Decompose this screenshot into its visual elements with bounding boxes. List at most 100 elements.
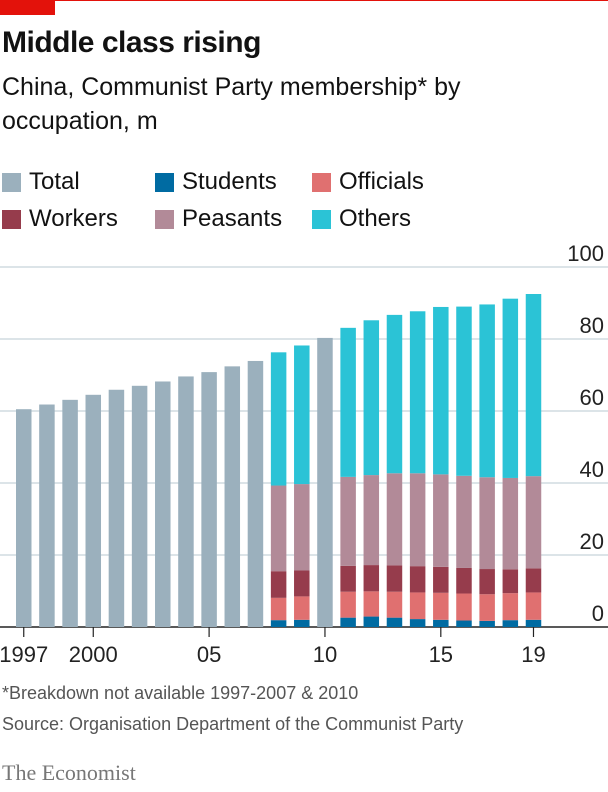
bar-students-2014 [409, 619, 426, 627]
y-tick-label: 0 [592, 601, 604, 626]
bar-officials-2008 [270, 597, 287, 621]
legend-label-others: Others [339, 205, 412, 232]
bar-others-2015 [433, 306, 449, 475]
bar-workers-2011 [340, 565, 356, 592]
bar-total-2002 [131, 385, 148, 627]
bar-peasants-2016 [456, 475, 472, 568]
legend-item-total: Total [2, 168, 80, 196]
y-tick-label: 20 [580, 529, 604, 554]
bar-students-2015 [433, 619, 449, 627]
x-tick-label: 10 [313, 642, 337, 667]
bar-students-2013 [386, 617, 403, 627]
x-tick-label: 05 [197, 642, 221, 667]
legend-swatch-peasants [155, 209, 174, 229]
x-tick-label: 2000 [69, 642, 118, 667]
bar-peasants-2011 [340, 476, 356, 566]
y-tick-label: 60 [580, 385, 604, 410]
bar-others-2017 [479, 304, 495, 478]
legend-label-officials: Officials [339, 168, 424, 195]
bar-workers-2013 [386, 565, 403, 592]
bar-students-2016 [456, 620, 472, 627]
legend-swatch-total [2, 172, 21, 192]
bar-students-2012 [363, 616, 380, 627]
legend-label-students: Students [182, 168, 277, 195]
y-tick-label: 40 [580, 457, 604, 482]
bar-officials-2019 [525, 592, 542, 620]
bar-others-2013 [386, 314, 403, 474]
bar-workers-2012 [363, 565, 380, 592]
legend-swatch-officials [312, 172, 331, 192]
legend-item-peasants: Peasants [155, 205, 282, 233]
bar-total-1997 [16, 409, 32, 627]
bar-peasants-2008 [270, 485, 287, 572]
bar-workers-2008 [270, 571, 287, 598]
legend-swatch-workers [2, 209, 21, 229]
bar-students-2018 [502, 620, 519, 627]
bar-total-2006 [224, 366, 241, 627]
brand-tag [0, 0, 55, 15]
bar-workers-2016 [456, 567, 472, 594]
bar-officials-2018 [502, 593, 519, 621]
bar-total-2003 [155, 381, 171, 627]
bar-peasants-2019 [525, 476, 542, 569]
bar-students-2008 [270, 620, 287, 627]
x-tick-label: 15 [429, 642, 453, 667]
bar-students-2019 [525, 619, 542, 627]
bar-others-2011 [340, 327, 356, 477]
legend-swatch-others [312, 209, 331, 229]
bar-officials-2017 [479, 594, 495, 621]
bar-others-2014 [409, 311, 426, 474]
legend-label-workers: Workers [29, 205, 118, 232]
legend-label-total: Total [29, 168, 80, 195]
bar-peasants-2014 [409, 473, 426, 567]
bar-workers-2009 [294, 570, 310, 597]
bar-officials-2009 [294, 596, 310, 620]
bar-peasants-2017 [479, 477, 495, 570]
bar-officials-2011 [340, 591, 356, 618]
bar-total-2010 [317, 337, 333, 627]
bar-students-2009 [294, 619, 310, 627]
bar-total-2001 [108, 389, 125, 627]
bar-total-1998 [39, 404, 55, 627]
bar-total-2007 [247, 360, 264, 627]
bar-workers-2015 [433, 566, 449, 593]
economist-logo: The Economist [2, 760, 136, 785]
bar-peasants-2018 [502, 477, 519, 570]
bar-others-2008 [270, 352, 287, 486]
bar-workers-2018 [502, 569, 519, 594]
bar-others-2009 [294, 345, 310, 485]
bar-officials-2014 [409, 592, 426, 620]
bar-others-2018 [502, 298, 519, 478]
bar-others-2019 [525, 294, 542, 477]
bar-students-2017 [479, 620, 495, 627]
bar-peasants-2013 [386, 473, 403, 566]
x-tick-label: 19 [521, 642, 545, 667]
legend-item-workers: Workers [2, 205, 118, 233]
bar-total-2000 [85, 394, 102, 627]
bar-peasants-2015 [433, 474, 449, 567]
chart-footnote: *Breakdown not available 1997-2007 & 201… [2, 683, 359, 703]
top-rule [0, 0, 608, 1]
bar-others-2012 [363, 320, 380, 476]
bar-chart: 0 20 40 60 80 100 1997 2000 05 10 15 19 [0, 241, 608, 667]
chart-title: Middle class rising [2, 26, 261, 59]
chart-subtitle: China, Communist Party membership* by oc… [2, 73, 461, 135]
bar-officials-2016 [456, 593, 472, 621]
bar-students-2011 [340, 617, 356, 627]
legend-swatch-students [155, 172, 174, 192]
bar-officials-2015 [433, 592, 449, 620]
bar-total-2004 [178, 376, 194, 627]
bar-peasants-2012 [363, 475, 380, 566]
bar-workers-2014 [409, 566, 426, 593]
bar-workers-2017 [479, 569, 495, 595]
bar-peasants-2009 [294, 484, 310, 571]
bar-officials-2013 [386, 591, 403, 618]
y-tick-label: 80 [580, 313, 604, 338]
bar-total-2005 [201, 372, 217, 627]
bar-workers-2019 [525, 568, 542, 593]
x-tick-label: 1997 [0, 642, 48, 667]
bar-officials-2012 [363, 591, 380, 617]
bar-others-2016 [456, 306, 472, 476]
legend-item-others: Others [312, 205, 411, 233]
chart-source: Source: Organisation Department of the C… [2, 714, 464, 734]
